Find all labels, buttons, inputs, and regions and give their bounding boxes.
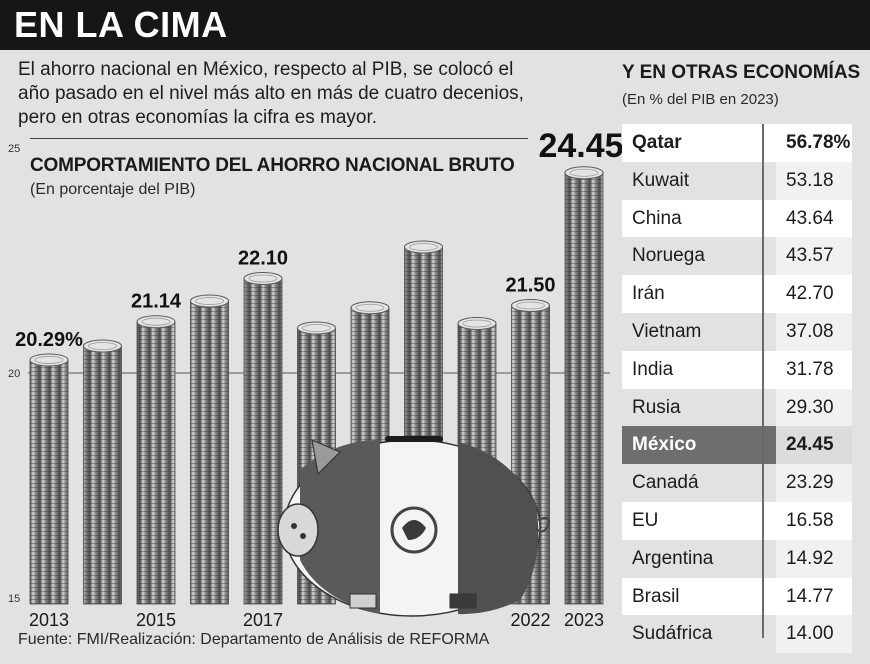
country-name: Vietnam — [632, 320, 702, 342]
data-label: 21.14 — [131, 291, 182, 313]
y-tick-label: 25 — [8, 143, 20, 155]
ranking-table: Qatar 56.78% Kuwait 53.18 China 43.64 Noruega 4… — [622, 124, 852, 654]
data-label: 24.45 — [538, 127, 623, 165]
country-name: Irán — [632, 283, 665, 305]
country-value: 29.30 — [776, 388, 852, 427]
table-row: China 43.64 — [622, 199, 852, 238]
x-tick-label: 2022 — [510, 610, 550, 630]
data-label: 21.50 — [505, 275, 555, 297]
country-value: 16.58 — [776, 501, 852, 540]
intro-text: El ahorro nacional en México, respecto a… — [18, 59, 524, 128]
source-note: Fuente: FMI/Realización: Departamento de… — [18, 631, 490, 648]
country-name: China — [632, 207, 682, 229]
country-value: 14.92 — [776, 539, 852, 578]
data-label: 22.10 — [238, 248, 288, 270]
table-row: Brasil 14.77 — [622, 577, 852, 616]
piggy-bank-illustration — [277, 436, 550, 617]
coin-stack-bar — [190, 294, 229, 605]
table-row: Canadá 23.29 — [622, 464, 852, 502]
chart-subtitle: (En porcentaje del PIB) — [30, 181, 196, 198]
country-value: 56.78% — [776, 124, 852, 162]
table-row: Rusia 29.30 — [622, 388, 852, 427]
x-tick-label: 2015 — [136, 610, 176, 630]
country-name: Rusia — [632, 396, 681, 418]
intro-divider — [30, 138, 528, 139]
country-name: EU — [632, 509, 659, 531]
chart-title: COMPORTAMIENTO DEL AHORRO NACIONAL BRUTO — [30, 155, 515, 176]
page-title: EN LA CIMA — [14, 4, 228, 45]
country-name: Argentina — [632, 547, 714, 569]
table-row: Vietnam 37.08 — [622, 312, 852, 351]
country-value: 14.00 — [776, 615, 852, 654]
country-name: Kuwait — [632, 169, 690, 191]
country-value: 31.78 — [776, 350, 852, 389]
x-tick-label: 2013 — [29, 610, 69, 630]
table-subtitle: (En % del PIB en 2023) — [622, 91, 779, 108]
country-value: 42.70 — [776, 275, 852, 313]
table-row: Kuwait 53.18 — [622, 161, 852, 200]
country-value: 43.64 — [776, 199, 852, 238]
country-value: 23.29 — [776, 464, 852, 502]
coin-stack-bar — [136, 315, 176, 605]
coin-stack-bar — [29, 353, 69, 605]
country-name: Noruega — [632, 245, 705, 267]
country-value: 24.45 — [776, 426, 852, 465]
table-row: Sudáfrica 14.00 — [622, 615, 852, 654]
coin-stack-bar — [243, 272, 283, 605]
x-tick-label: 2017 — [243, 610, 283, 630]
table-row: Argentina 14.92 — [622, 539, 852, 578]
y-tick-label: 20 — [8, 368, 20, 380]
table-row: India 31.78 — [622, 350, 852, 389]
country-value: 43.57 — [776, 237, 852, 276]
country-name: Canadá — [632, 472, 699, 494]
country-name: Qatar — [632, 132, 682, 153]
country-name: India — [632, 358, 674, 380]
table-row: EU 16.58 — [622, 501, 852, 540]
table-title: Y EN OTRAS ECONOMÍAS — [622, 62, 861, 83]
x-tick-label: 2023 — [564, 610, 604, 630]
country-name: Sudáfrica — [632, 623, 713, 645]
table-row: Noruega 43.57 — [622, 237, 852, 276]
country-value: 37.08 — [776, 312, 852, 351]
table-row: Irán 42.70 — [622, 275, 852, 313]
country-value: 14.77 — [776, 577, 852, 616]
country-name: Brasil — [632, 585, 680, 607]
table-row: Qatar 56.78% — [622, 124, 852, 162]
coin-stack-bar — [83, 339, 122, 605]
coin-stack-bar — [564, 166, 604, 605]
country-value: 53.18 — [776, 161, 852, 200]
table-column-divider — [762, 124, 764, 638]
country-name: México — [632, 434, 697, 456]
y-tick-label: 15 — [8, 593, 20, 605]
table-row: México 24.45 — [622, 426, 852, 465]
data-label: 20.29% — [15, 329, 83, 351]
title-bar: EN LA CIMA — [0, 0, 870, 50]
